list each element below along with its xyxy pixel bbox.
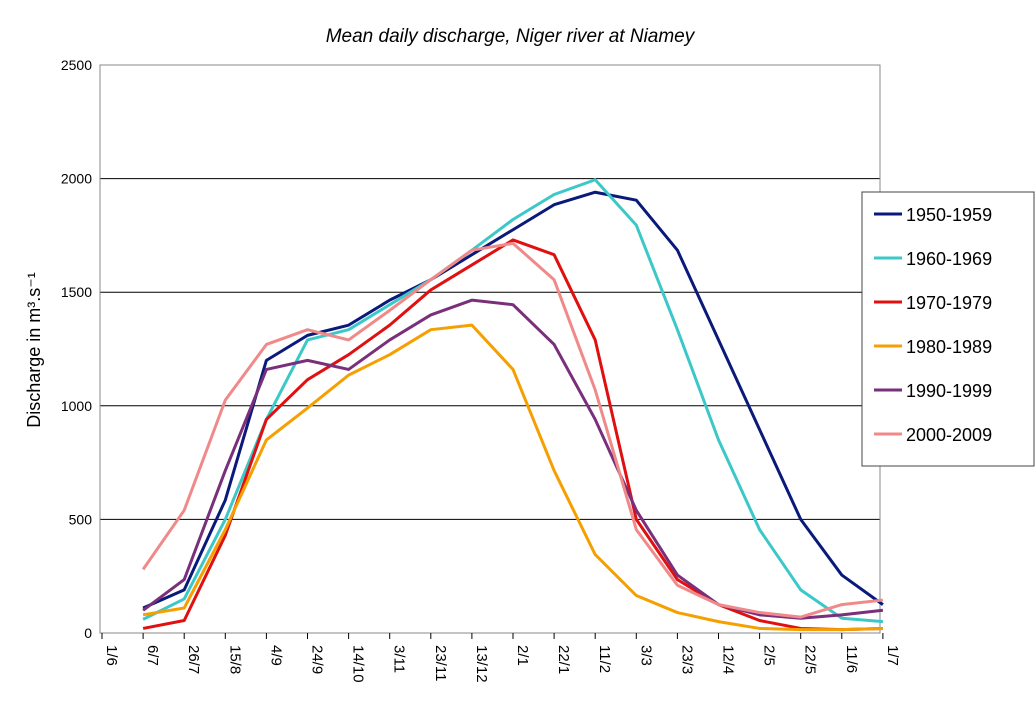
series-line — [142, 298, 884, 620]
legend-label: 1980-1989 — [906, 337, 992, 357]
legend-label: 1950-1959 — [906, 205, 992, 225]
y-tick-label: 500 — [69, 511, 93, 527]
y-tick-label: 0 — [84, 625, 92, 641]
y-tick-label: 2000 — [61, 171, 92, 187]
x-tick-label: 3/3 — [637, 645, 654, 666]
x-tick-label: 15/8 — [226, 645, 243, 674]
y-tick-label: 1000 — [61, 398, 92, 414]
x-tick-label: 6/7 — [144, 645, 161, 666]
series-line — [142, 190, 884, 610]
x-tick-label: 11/2 — [596, 645, 613, 673]
legend-label: 1990-1999 — [906, 381, 992, 401]
x-tick-label: 11/6 — [843, 645, 860, 673]
x-tick-label: 23/11 — [432, 645, 449, 681]
series-line — [142, 323, 883, 632]
legend-label: 1970-1979 — [906, 293, 992, 313]
x-tick-label: 23/3 — [678, 645, 695, 674]
x-tick-label: 24/9 — [309, 645, 326, 674]
legend-label: 2000-2009 — [906, 425, 992, 445]
x-tick-label: 1/6 — [103, 645, 120, 666]
x-tick-label: 3/11 — [391, 645, 408, 673]
series-line — [141, 241, 884, 619]
x-tick-label: 4/9 — [267, 645, 284, 666]
y-tick-label: 1500 — [61, 284, 92, 300]
legend-label: 1960-1969 — [906, 249, 992, 269]
series-line — [142, 238, 883, 632]
x-tick-label: 1/7 — [884, 645, 901, 666]
x-tick-label: 22/5 — [802, 645, 819, 674]
legend-box — [861, 191, 1035, 467]
x-tick-label: 12/4 — [720, 645, 737, 674]
x-tick-label: 26/7 — [185, 645, 202, 674]
y-axis-label: Discharge in m³.s⁻¹ — [24, 272, 44, 428]
chart-title: Mean daily discharge, Niger river at Nia… — [326, 26, 696, 47]
x-tick-label: 13/12 — [473, 645, 490, 683]
x-tick-label: 2/5 — [761, 645, 778, 666]
x-tick-label: 14/10 — [350, 645, 367, 683]
y-tick-label: 2500 — [61, 57, 92, 73]
x-tick-label: 2/1 — [514, 645, 531, 666]
x-tick-label: 22/1 — [555, 645, 572, 674]
